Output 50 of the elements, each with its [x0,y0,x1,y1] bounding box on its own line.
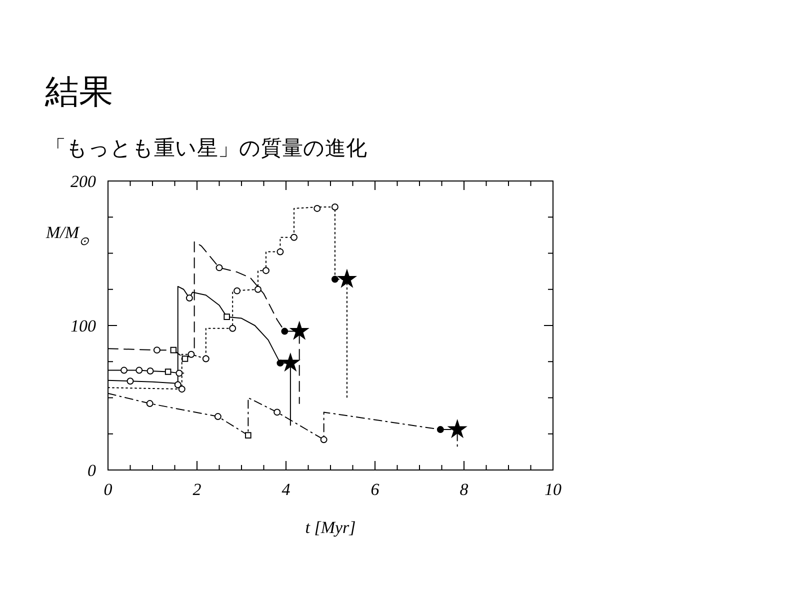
point [176,370,183,377]
y-tick-label: 0 [88,461,96,480]
y-tick-label: 200 [70,172,96,191]
point [276,360,284,367]
point [262,267,270,274]
point [281,328,288,335]
point [448,420,466,438]
x-axis-title: t [Myr] [305,518,356,537]
point [182,356,188,362]
point [338,270,356,288]
point [224,314,230,320]
point [174,381,182,388]
y-axis-title: M/M$_{⊙}$ [45,223,90,248]
point [314,204,321,212]
point [229,324,236,332]
point [290,234,298,241]
point [281,354,300,371]
x-tick-label: 2 [192,480,202,499]
point [202,355,210,362]
point [186,294,193,302]
point [170,346,177,354]
point [331,276,338,283]
x-tick-label: 8 [460,480,469,499]
point [120,366,128,374]
point [164,368,172,375]
point [178,386,186,393]
chart-title: 結果 [44,72,113,112]
point [245,432,252,438]
point [146,400,154,408]
y-tick-label: 100 [70,316,96,336]
point [146,368,154,374]
point [274,408,281,416]
point [290,322,308,340]
point [320,436,328,444]
point [234,287,241,294]
point [436,426,444,434]
point [153,346,160,354]
point [188,350,195,358]
point [126,378,134,385]
x-tick-label: 4 [282,480,291,499]
x-tick-label: 0 [104,480,113,499]
point [136,366,143,374]
point [276,248,284,256]
point [331,204,338,210]
x-tick-label: 10 [544,480,562,499]
chart-subtitle: 「もっとも重い星」の質量の進化 [45,136,367,160]
point [216,264,223,272]
x-tick-label: 6 [370,480,380,499]
point [254,286,262,293]
point [214,413,222,420]
